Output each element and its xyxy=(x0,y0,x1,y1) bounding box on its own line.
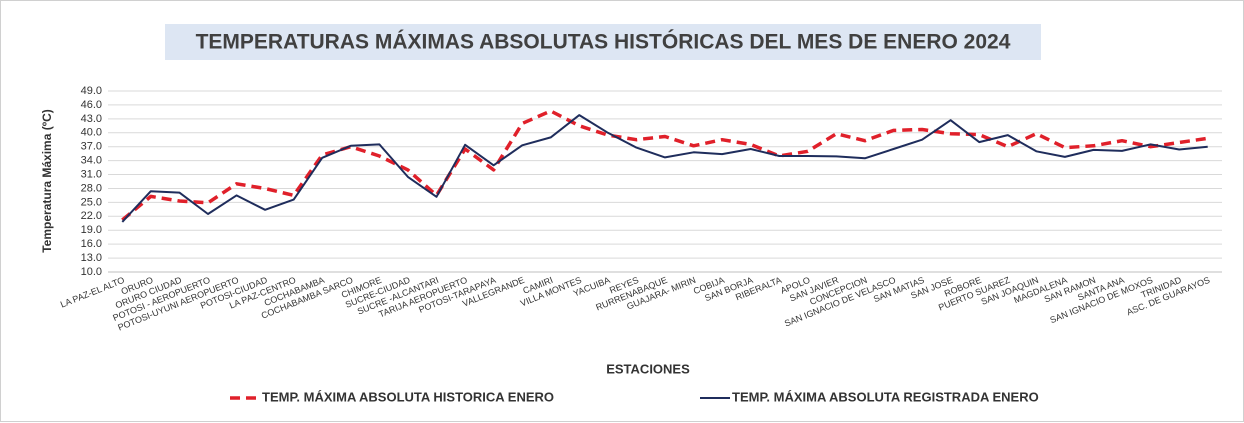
legend-label: TEMP. MÁXIMA ABSOLUTA REGISTRADA ENERO xyxy=(732,389,1039,404)
y-tick-label: 28.0 xyxy=(81,182,102,194)
y-tick-label: 10.0 xyxy=(81,266,102,278)
y-tick-label: 46.0 xyxy=(81,99,102,111)
y-tick-label: 16.0 xyxy=(81,238,102,250)
y-tick-label: 25.0 xyxy=(81,196,102,208)
legend-label: TEMP. MÁXIMA ABSOLUTA HISTORICA ENERO xyxy=(262,389,554,404)
y-tick-label: 31.0 xyxy=(81,168,102,180)
y-tick-label: 13.0 xyxy=(81,252,102,264)
title-box xyxy=(165,24,1041,60)
series-line xyxy=(121,114,1208,223)
y-tick-label: 22.0 xyxy=(81,210,102,222)
y-tick-label: 37.0 xyxy=(81,141,102,153)
y-tick-label: 49.0 xyxy=(81,85,102,97)
series-line xyxy=(121,109,1208,222)
x-axis-label: ESTACIONES xyxy=(606,361,690,376)
chart-title: TEMPERATURAS MÁXIMAS ABSOLUTAS HISTÓRICA… xyxy=(196,30,1011,54)
y-tick-label: 19.0 xyxy=(81,224,102,236)
y-tick-label: 43.0 xyxy=(81,113,102,125)
y-tick-label: 40.0 xyxy=(81,127,102,139)
y-tick-label: 34.0 xyxy=(81,155,102,167)
y-axis-label: Temperatura Máxima (ºC) xyxy=(40,109,54,253)
